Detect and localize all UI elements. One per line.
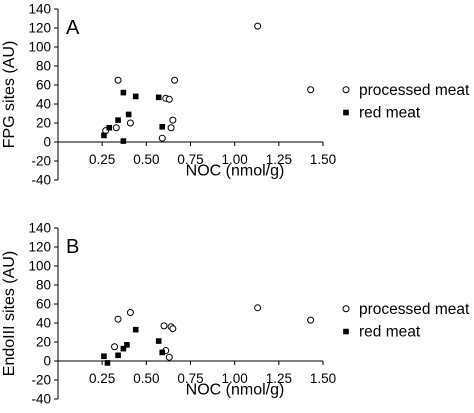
data-point-processed-meat xyxy=(165,95,173,103)
data-point-processed-meat xyxy=(114,315,122,323)
x-tick-label: 0.50 xyxy=(133,152,159,167)
data-point-processed-meat xyxy=(165,353,173,361)
data-point-processed-meat xyxy=(169,116,177,124)
y-tick-label: 120 xyxy=(28,240,51,255)
data-point-processed-meat xyxy=(114,76,122,84)
y-tick-label: 80 xyxy=(36,278,51,293)
chart-panel-b: 140 120 100 80 60 40 20 0 -20 -40 0.25 0.50 0.75 1.00… xyxy=(1,221,470,407)
data-point-red-meat xyxy=(120,138,127,144)
x-tick-label: 0.75 xyxy=(177,152,203,167)
y-axis-title: FPG sites (AU) xyxy=(1,41,18,149)
x-tick-label: 1.00 xyxy=(222,371,248,386)
data-point-red-meat xyxy=(101,132,107,139)
y-tick-label: 140 xyxy=(28,221,51,236)
data-point-red-meat xyxy=(159,124,166,130)
data-point-processed-meat xyxy=(171,76,179,84)
y-tick-label: -40 xyxy=(31,173,51,188)
legend-label: red meat xyxy=(359,324,421,341)
y-tick-label: -40 xyxy=(31,392,51,407)
data-point-processed-meat xyxy=(158,134,166,142)
x-axis-title: NOC (nmol/g) xyxy=(186,382,285,399)
x-tick-label: 0.25 xyxy=(89,152,115,167)
y-tick-label: 100 xyxy=(28,40,51,55)
y-tick-label: 80 xyxy=(36,59,51,74)
y-tick-label: 0 xyxy=(43,135,51,150)
data-point-processed-meat xyxy=(307,86,315,94)
legend-label: processed meat xyxy=(359,301,470,318)
legend-label: processed meat xyxy=(359,82,470,99)
data-point-processed-meat xyxy=(160,322,168,330)
data-point-processed-meat xyxy=(254,22,262,30)
x-tick-label: 1.50 xyxy=(310,152,336,167)
panel-label: A xyxy=(66,17,80,39)
y-tick-label: 20 xyxy=(36,116,51,131)
data-point-red-meat xyxy=(106,124,113,131)
x-tick-label: 0.25 xyxy=(89,371,115,386)
legend-marker-processed-meat xyxy=(342,305,350,313)
data-point-red-meat xyxy=(159,349,166,356)
data-point-processed-meat xyxy=(254,304,262,312)
x-tick-label: 1.50 xyxy=(310,371,336,386)
panel-label: B xyxy=(66,236,79,258)
data-point-red-meat xyxy=(124,342,130,348)
y-tick-label: 120 xyxy=(28,21,51,36)
data-point-red-meat xyxy=(132,93,139,100)
data-point-red-meat xyxy=(120,89,127,96)
y-tick-label: 20 xyxy=(36,335,51,350)
data-point-processed-meat xyxy=(112,124,120,132)
data-point-red-meat xyxy=(115,352,121,359)
data-point-processed-meat xyxy=(126,309,134,317)
data-point-processed-meat xyxy=(111,343,119,351)
data-point-red-meat xyxy=(120,345,127,352)
y-tick-label: 60 xyxy=(36,78,51,93)
chart-panel-a: 140 120 100 80 60 40 20 0 -20 -40 0.25 0.50 0.75 1.00… xyxy=(1,2,470,188)
data-point-processed-meat xyxy=(307,316,315,324)
x-tick-label: 1.25 xyxy=(266,152,292,167)
x-axis-title: NOC (nmol/g) xyxy=(186,163,285,180)
data-point-red-meat xyxy=(155,338,162,344)
x-tick-label: 1.00 xyxy=(222,152,248,167)
data-point-processed-meat xyxy=(169,325,177,333)
data-point-processed-meat xyxy=(167,124,175,132)
data-point-red-meat xyxy=(155,94,162,101)
y-tick-label: -20 xyxy=(31,154,51,169)
legend-marker-processed-meat xyxy=(342,86,350,94)
y-tick-label: 140 xyxy=(28,2,51,17)
y-axis-title: EndoIII sites (AU) xyxy=(1,251,18,376)
x-tick-label: 0.50 xyxy=(133,371,159,386)
legend-label: red meat xyxy=(359,105,421,122)
y-tick-label: 40 xyxy=(36,97,51,112)
data-point-red-meat xyxy=(125,111,132,118)
x-tick-label: 0.75 xyxy=(177,371,203,386)
data-point-processed-meat xyxy=(126,119,134,127)
y-tick-label: -20 xyxy=(31,373,51,388)
data-point-red-meat xyxy=(104,360,111,366)
y-tick-label: 0 xyxy=(43,354,51,369)
legend-marker-red-meat xyxy=(343,328,349,335)
data-point-red-meat xyxy=(115,117,121,123)
legend-marker-red-meat xyxy=(343,109,349,116)
y-tick-label: 40 xyxy=(36,316,51,331)
data-point-red-meat xyxy=(101,353,107,360)
y-tick-label: 100 xyxy=(28,259,51,274)
y-tick-label: 60 xyxy=(36,297,51,312)
data-point-red-meat xyxy=(132,326,139,333)
x-tick-label: 1.25 xyxy=(266,371,292,386)
